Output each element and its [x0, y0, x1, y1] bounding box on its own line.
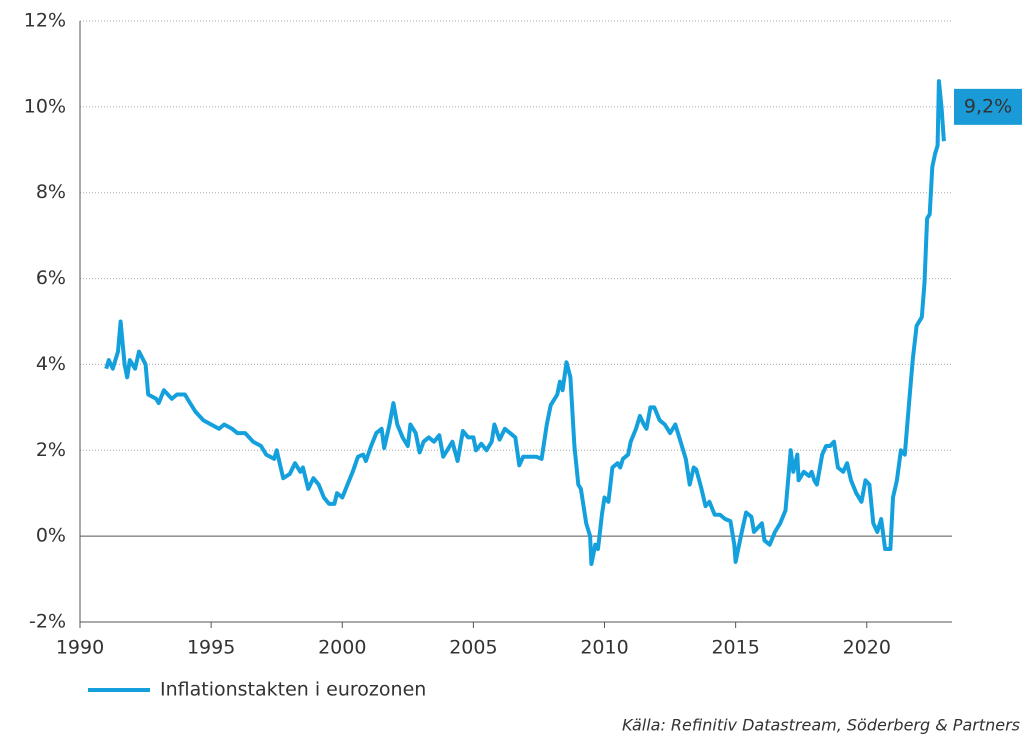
value-label: 9,2%	[964, 95, 1012, 117]
series-line	[104, 79, 946, 566]
y-tick-label: 6%	[36, 267, 66, 289]
x-tick-label: 1995	[187, 637, 235, 659]
y-tick-label: 2%	[36, 439, 66, 461]
value-label-box	[954, 88, 1022, 125]
source: Källa: Refinitiv Datastream, Söderberg &…	[622, 716, 1020, 735]
x-tick-label: 1990	[56, 637, 104, 659]
x-tick-label: 2015	[711, 637, 759, 659]
x-tick-label: 2005	[449, 637, 497, 659]
x-tick-label: 2020	[843, 637, 891, 659]
x-tick-label: 2010	[580, 637, 628, 659]
x-tick-label: 2000	[318, 637, 366, 659]
y-tick-label: 10%	[24, 95, 66, 117]
legend-label: Inflationstakten i eurozonen	[160, 679, 426, 701]
y-tick-label: 0%	[36, 525, 66, 547]
y-tick-label: 4%	[36, 353, 66, 375]
y-tick-label: 8%	[36, 181, 66, 203]
y-tick-label: -2%	[29, 611, 66, 633]
y-tick-label: 12%	[24, 10, 66, 32]
